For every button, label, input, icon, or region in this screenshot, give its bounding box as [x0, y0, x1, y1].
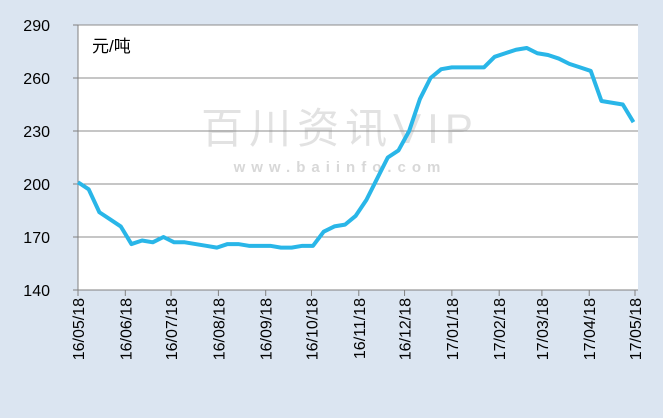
y-tick-label: 140: [23, 283, 50, 300]
x-tick-label: 16/05/18: [71, 298, 88, 360]
plot-area: [78, 25, 638, 290]
line: [76, 45, 636, 250]
y-tick-label: 200: [23, 177, 50, 194]
y-tick-label: 230: [23, 124, 50, 141]
x-tick-label: 17/04/18: [582, 298, 599, 360]
x-tick-label: 17/03/18: [535, 298, 552, 360]
x-tick-label: 17/02/18: [492, 298, 509, 360]
x-tick-label: 16/11/18: [352, 298, 369, 359]
x-tick-label: 16/07/18: [164, 298, 181, 360]
x-tick-label: 16/09/18: [259, 298, 276, 360]
x-tick-label: 16/08/18: [211, 298, 228, 360]
x-tick-label: 17/01/18: [445, 298, 462, 360]
x-tick-label: 17/05/18: [628, 298, 645, 360]
y-tick-label: 290: [23, 18, 50, 35]
watermark: 百川资讯VIP: [201, 105, 479, 152]
y-tick-label: 170: [23, 230, 50, 247]
watermark-url: www.baiinfo.com: [233, 159, 447, 176]
x-tick-label: 16/12/18: [398, 298, 415, 360]
x-tick-label: 16/06/18: [118, 298, 135, 360]
y-tick-label: 260: [23, 71, 50, 88]
x-tick-label: 16/10/18: [304, 298, 321, 360]
unit-label: 元/吨: [92, 37, 131, 56]
